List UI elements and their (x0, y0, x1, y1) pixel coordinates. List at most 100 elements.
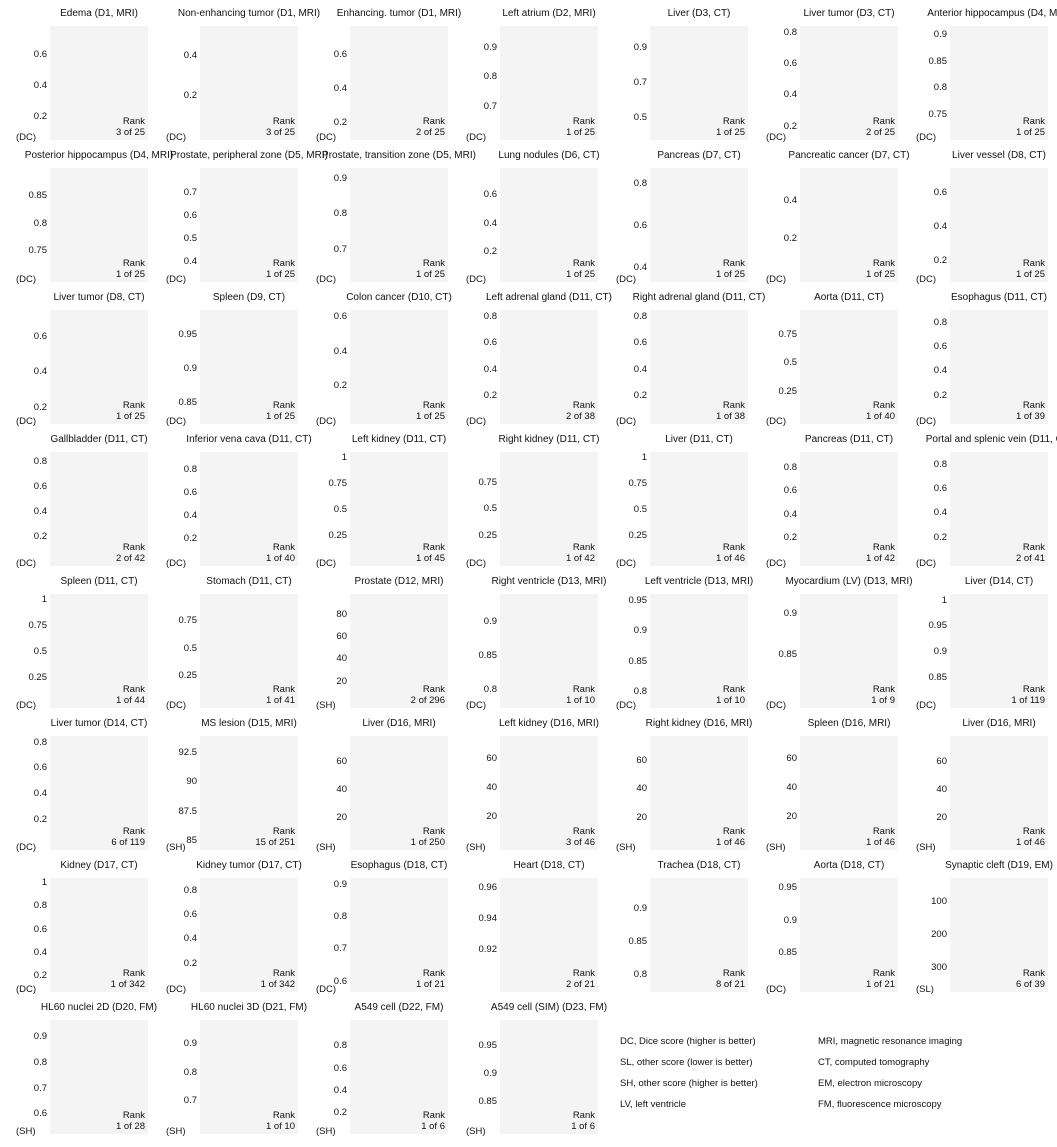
rank-value: 2 of 296 (410, 695, 445, 706)
rank-label: Rank 1 of 25 (116, 400, 145, 422)
chart-title: MS lesion (D15, MRI) (201, 718, 297, 729)
score-unit-label: (SH) (616, 842, 636, 853)
plot-area (50, 594, 148, 708)
chart-panel: Pancreas (D7, CT) 0.8 0.6 0.4 (DC) Rank 1 of 2… (612, 150, 755, 290)
rank-label: Rank 1 of 42 (566, 542, 595, 564)
score-unit-label: (SH) (166, 1126, 186, 1137)
chart-title: Prostate, peripheral zone (D5, MRI) (170, 150, 328, 161)
score-unit-label: (DC) (916, 558, 937, 569)
y-tick-label: 0.85 (778, 649, 798, 661)
y-tick-label: 0.4 (183, 509, 197, 521)
y-tick-label: 0.6 (333, 49, 347, 61)
rank-label: Rank 1 of 10 (266, 1110, 295, 1132)
chart-panel: Liver (D16, MRI) 60 40 20 (SH) Rank 1 of 46 (912, 718, 1055, 858)
y-tick-label: 0.4 (933, 365, 947, 377)
y-tick-label: 0.9 (183, 1038, 197, 1050)
plot-area (500, 594, 598, 708)
plot-area (200, 878, 298, 992)
rank-word: Rank (1022, 542, 1045, 553)
chart-title: HL60 nuclei 2D (D20, FM) (40, 1002, 158, 1013)
y-tick-label: 1 (641, 452, 647, 464)
chart-title: Kidney tumor (D17, CT) (196, 860, 302, 871)
y-tick-label: 0.4 (183, 933, 197, 945)
score-unit-label: (DC) (616, 416, 637, 427)
chart-title: Kidney (D17, CT) (60, 860, 138, 871)
chart-panel: Right ventricle (D13, MRI) 0.9 0.85 0.8 (DC)… (462, 576, 607, 716)
y-tick-label: 0.85 (178, 396, 198, 408)
y-tick-label: 0.25 (478, 529, 498, 541)
plot-area (350, 736, 448, 850)
chart-panel: Liver (D3, CT) 0.9 0.7 0.5 Rank 1 of 25 (612, 8, 755, 148)
rank-word: Rank (872, 542, 895, 553)
y-tick-label: 0.5 (183, 642, 197, 654)
rank-label: Rank 1 of 21 (416, 968, 445, 990)
chart-panel: Enhancing. tumor (D1, MRI) 0.6 0.4 0.2 (DC) R… (312, 8, 461, 148)
chart-panel: Prostate (D12, MRI) 80 60 40 20 (SH) Rank 2 of … (312, 576, 455, 716)
rank-value: 1 of 25 (415, 411, 445, 422)
plot-area (500, 736, 598, 850)
score-unit-label: (DC) (166, 416, 187, 427)
rank-value: 1 of 25 (115, 269, 145, 280)
score-unit-label: (DC) (166, 700, 187, 711)
y-tick-label: 0.75 (928, 108, 948, 120)
chart-panel: MS lesion (D15, MRI) 92.5 90 87.5 85 (SH) Rank… (162, 718, 305, 858)
score-unit-label: (SH) (466, 1126, 486, 1137)
y-tick-label: 92.5 (178, 746, 198, 758)
y-tick-label: 1 (41, 877, 47, 889)
plot-area (800, 26, 898, 140)
y-tick-label: 40 (336, 784, 347, 796)
rank-word: Rank (722, 400, 745, 411)
y-tick-label: 0.25 (178, 670, 198, 682)
y-tick-label: 20 (786, 810, 797, 822)
chart-panel: Aorta (D11, CT) 0.75 0.5 0.25 (DC) Rank 1 of 4… (762, 292, 905, 432)
chart-title: Synaptic cleft (D19, EM) (945, 860, 1053, 871)
chart-panel: Left adrenal gland (D11, CT) 0.8 0.6 0.4 0.2… (462, 292, 612, 432)
y-tick-label: 0.4 (183, 255, 197, 267)
y-tick-label: 0.8 (33, 736, 47, 748)
rank-word: Rank (422, 968, 445, 979)
rank-value: 1 of 25 (1015, 269, 1045, 280)
y-tick-label: 0.8 (783, 461, 797, 473)
rank-word: Rank (572, 1110, 595, 1121)
score-unit-label: (DC) (316, 274, 337, 285)
rank-word: Rank (722, 826, 745, 837)
y-tick-label: 0.75 (628, 478, 648, 490)
chart-panel: Kidney (D17, CT) 1 0.8 0.6 0.4 0.2 (DC) Rank 1 o… (12, 860, 155, 1000)
y-tick-label: 0.6 (933, 186, 947, 198)
score-unit-label: (DC) (16, 984, 37, 995)
y-tick-label: 0.4 (633, 261, 647, 273)
rank-value: 1 of 45 (415, 553, 445, 564)
rank-label: Rank 2 of 25 (866, 116, 895, 138)
y-tick-label: 0.95 (778, 882, 798, 894)
rank-word: Rank (272, 542, 295, 553)
rank-word: Rank (422, 542, 445, 553)
y-tick-label: 0.7 (183, 186, 197, 198)
rank-word: Rank (572, 400, 595, 411)
score-unit-label: (DC) (616, 558, 637, 569)
y-tick-label: 0.2 (333, 116, 347, 128)
rank-value: 1 of 38 (715, 411, 745, 422)
y-tick-label: 0.6 (33, 330, 47, 342)
score-unit-label: (DC) (466, 416, 487, 427)
rank-label: Rank 1 of 25 (1016, 258, 1045, 280)
rank-label: Rank 1 of 25 (716, 116, 745, 138)
y-tick-label: 0.4 (783, 194, 797, 206)
y-tick-label: 0.9 (633, 41, 647, 53)
rank-label: Rank 1 of 119 (1011, 684, 1045, 706)
plot-area (950, 452, 1048, 566)
y-tick-label: 0.7 (183, 1095, 197, 1107)
chart-panel: Liver (D14, CT) 1 0.95 0.9 0.85 (DC) Rank 1 of … (912, 576, 1055, 716)
rank-value: 2 of 25 (865, 127, 895, 138)
y-tick-label: 0.8 (483, 310, 497, 322)
rank-word: Rank (122, 258, 145, 269)
y-tick-label: 0.85 (28, 190, 48, 202)
y-tick-label: 0.8 (633, 178, 647, 190)
rank-value: 1 of 28 (115, 1121, 145, 1132)
y-tick-label: 0.94 (478, 912, 498, 924)
rank-label: Rank 1 of 25 (266, 258, 295, 280)
y-tick-label: 200 (931, 929, 947, 940)
rank-word: Rank (572, 684, 595, 695)
y-tick-label: 0.9 (183, 362, 197, 374)
rank-value: 15 of 251 (255, 837, 295, 848)
chart-title: Left adrenal gland (D11, CT) (486, 292, 612, 303)
